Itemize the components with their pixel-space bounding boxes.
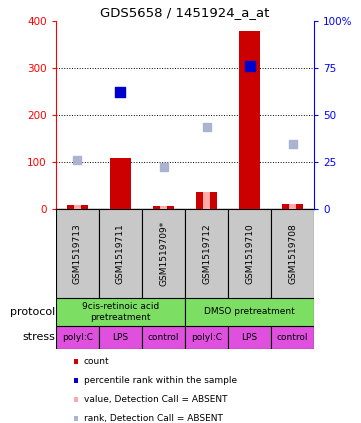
FancyBboxPatch shape [56, 298, 185, 326]
Bar [67, 205, 88, 209]
Point [204, 124, 209, 130]
FancyBboxPatch shape [185, 298, 314, 326]
Text: count: count [84, 357, 109, 366]
Bar [282, 204, 303, 209]
Text: LPS: LPS [242, 333, 258, 342]
Text: value, Detection Call = ABSENT: value, Detection Call = ABSENT [84, 395, 227, 404]
Point [290, 140, 295, 147]
Text: protocol: protocol [10, 307, 55, 317]
Text: stress: stress [22, 332, 55, 342]
Title: GDS5658 / 1451924_a_at: GDS5658 / 1451924_a_at [100, 5, 270, 19]
FancyBboxPatch shape [142, 209, 185, 298]
Text: GSM1519711: GSM1519711 [116, 223, 125, 284]
FancyBboxPatch shape [271, 326, 314, 349]
Point [247, 63, 252, 69]
Text: GSM1519712: GSM1519712 [202, 223, 211, 284]
FancyBboxPatch shape [56, 209, 99, 298]
Text: percentile rank within the sample: percentile rank within the sample [84, 376, 237, 385]
Text: control: control [148, 333, 179, 342]
Point [118, 88, 123, 95]
FancyBboxPatch shape [99, 209, 142, 298]
Bar [74, 205, 81, 209]
Point [75, 157, 81, 163]
Text: 9cis-retinoic acid
pretreatment: 9cis-retinoic acid pretreatment [82, 302, 159, 321]
Bar [196, 192, 217, 209]
Text: GSM1519708: GSM1519708 [288, 223, 297, 284]
Point [161, 164, 166, 170]
FancyBboxPatch shape [185, 326, 228, 349]
FancyBboxPatch shape [142, 326, 185, 349]
Text: polyI:C: polyI:C [62, 333, 93, 342]
Bar [160, 206, 168, 209]
Bar [203, 192, 210, 209]
Text: polyI:C: polyI:C [191, 333, 222, 342]
Bar [239, 30, 260, 209]
Text: control: control [277, 333, 308, 342]
FancyBboxPatch shape [271, 209, 314, 298]
Text: LPS: LPS [112, 333, 129, 342]
Bar [110, 158, 131, 209]
FancyBboxPatch shape [56, 326, 99, 349]
Bar [289, 204, 296, 209]
Text: GSM1519709*: GSM1519709* [159, 221, 168, 286]
Text: GSM1519710: GSM1519710 [245, 223, 254, 284]
Text: DMSO pretreatment: DMSO pretreatment [204, 308, 295, 316]
Bar [153, 206, 174, 209]
Text: GSM1519713: GSM1519713 [73, 223, 82, 284]
FancyBboxPatch shape [185, 209, 228, 298]
FancyBboxPatch shape [228, 209, 271, 298]
FancyBboxPatch shape [99, 326, 142, 349]
Text: rank, Detection Call = ABSENT: rank, Detection Call = ABSENT [84, 414, 223, 423]
FancyBboxPatch shape [228, 326, 271, 349]
